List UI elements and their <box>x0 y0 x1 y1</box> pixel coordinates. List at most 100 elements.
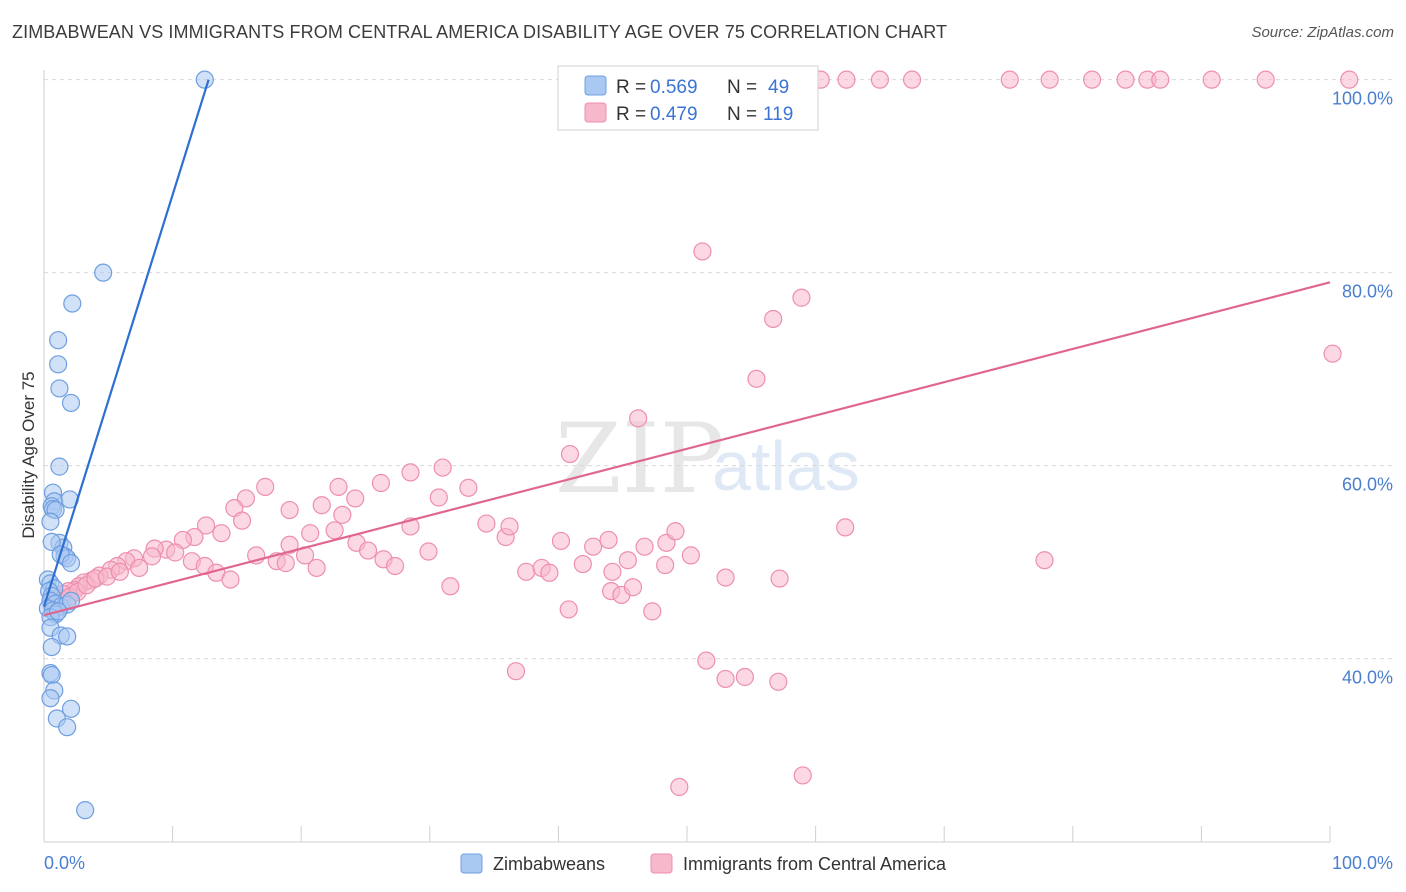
point-central-america <box>358 541 378 560</box>
legend-n-label-1: N = <box>727 77 757 98</box>
point-central-america <box>221 570 240 589</box>
point-central-america <box>110 562 129 581</box>
point-central-america <box>670 777 689 797</box>
point-central-america <box>280 500 299 520</box>
point-zimbabweans <box>195 70 214 89</box>
point-central-america <box>1000 70 1019 89</box>
y-tick-label-40: 40.0% <box>1342 668 1393 688</box>
y-tick-label-100: 100.0% <box>1332 89 1393 109</box>
point-central-america <box>401 463 420 482</box>
point-zimbabweans <box>41 689 60 708</box>
point-central-america <box>681 546 700 565</box>
trendline-central-america <box>43 281 1331 617</box>
point-central-america <box>196 516 216 535</box>
point-zimbabweans <box>63 294 82 313</box>
point-central-america <box>573 554 592 574</box>
legend-n-value-2: 119 <box>763 104 793 125</box>
point-zimbabweans <box>94 263 113 282</box>
legend-n-value-1: 49 <box>768 77 789 98</box>
point-central-america <box>551 531 571 551</box>
y-axis-title: Disability Age Over 75 <box>19 371 38 538</box>
point-central-america <box>433 458 452 477</box>
point-zimbabweans <box>41 512 60 531</box>
point-central-america <box>716 669 735 689</box>
point-central-america <box>792 288 811 307</box>
point-central-america <box>232 511 252 530</box>
legend-r-label-1: R = <box>616 77 646 98</box>
point-central-america <box>1040 70 1059 89</box>
point-central-america <box>429 488 448 507</box>
point-central-america <box>599 530 618 550</box>
point-zimbabweans <box>49 355 68 374</box>
point-central-america <box>441 577 460 596</box>
point-central-america <box>643 602 662 621</box>
y-tick-label-80: 80.0% <box>1342 282 1393 302</box>
point-central-america <box>603 562 622 581</box>
point-central-america <box>764 309 783 329</box>
y-tick-labels: 40.0% 60.0% 80.0% 100.0% <box>1332 89 1393 688</box>
legend-swatch-zimbabweans <box>584 75 607 96</box>
bottom-legend-swatch-zimbabweans <box>460 853 483 874</box>
point-central-america <box>1082 70 1102 89</box>
trendline-zimbabweans <box>42 79 210 607</box>
point-central-america <box>623 578 643 597</box>
point-central-america <box>693 242 712 261</box>
point-zimbabweans <box>50 457 69 476</box>
point-central-america <box>618 551 637 570</box>
point-central-america <box>333 505 352 524</box>
point-central-america <box>212 524 231 543</box>
x-tick-label-min: 0.0% <box>44 853 85 873</box>
point-central-america <box>477 514 496 533</box>
point-central-america <box>130 558 149 578</box>
point-central-america <box>1340 70 1359 89</box>
bottom-legend-swatch-central-america <box>650 853 673 874</box>
bottom-legend: Zimbabweans Immigrants from Central Amer… <box>460 853 947 874</box>
point-central-america <box>500 517 519 536</box>
point-central-america <box>697 651 716 670</box>
point-zimbabweans <box>42 532 61 551</box>
point-central-america <box>1116 70 1135 89</box>
point-central-america <box>517 562 536 581</box>
point-central-america <box>635 537 654 556</box>
point-central-america <box>629 409 648 428</box>
legend-r-value-1: 0.569 <box>650 77 698 98</box>
point-zimbabweans <box>50 379 69 398</box>
point-central-america <box>747 369 766 388</box>
source-credit: Source: ZipAtlas.com <box>1251 24 1394 41</box>
point-central-america <box>1323 344 1342 363</box>
gridlines <box>44 79 1393 660</box>
point-central-america <box>1256 70 1275 89</box>
watermark: ZIP atlas <box>555 403 860 515</box>
point-central-america <box>770 569 789 588</box>
point-zimbabweans <box>58 627 77 646</box>
point-central-america <box>902 70 922 89</box>
point-central-america <box>1035 551 1054 570</box>
point-central-america <box>793 766 812 785</box>
point-central-america <box>385 556 405 576</box>
point-central-america <box>735 667 754 687</box>
legend-r-value-2: 0.479 <box>650 104 698 125</box>
trendlines <box>42 79 1331 617</box>
point-zimbabweans <box>61 554 81 573</box>
x-tick-label-max: 100.0% <box>1332 853 1393 873</box>
point-central-america <box>459 478 478 497</box>
legend: R = 0.569 N = 49 R = 0.479 N = 119 <box>557 65 819 131</box>
chart-title: ZIMBABWEAN VS IMMIGRANTS FROM CENTRAL AM… <box>12 22 948 42</box>
point-central-america <box>280 535 299 554</box>
point-zimbabweans <box>76 801 95 820</box>
legend-n-label-2: N = <box>727 104 757 125</box>
point-central-america <box>506 662 526 681</box>
point-central-america <box>301 524 320 543</box>
point-central-america <box>276 554 295 573</box>
legend-r-label-2: R = <box>616 104 646 125</box>
point-zimbabweans <box>42 665 61 685</box>
point-central-america <box>307 558 326 578</box>
point-central-america <box>1202 70 1221 89</box>
point-central-america <box>666 522 685 541</box>
point-central-america <box>166 543 185 562</box>
point-central-america <box>769 672 788 691</box>
series-zimbabweans-points <box>38 70 214 820</box>
y-tick-label-60: 60.0% <box>1342 475 1393 495</box>
point-central-america <box>256 477 275 496</box>
